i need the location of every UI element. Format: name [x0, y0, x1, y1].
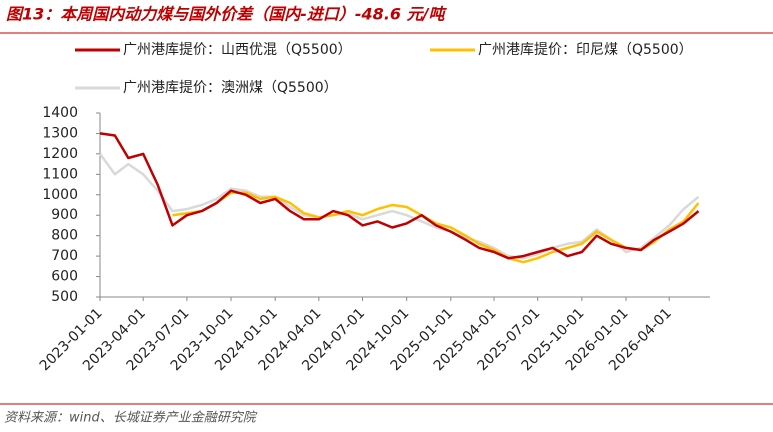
chart-title: 图13：本周国内动力煤与国外价差（国内-进口）-48.6 元/吨: [6, 5, 447, 24]
y-tick-label: 1400: [42, 105, 78, 121]
legend-label: 广州港库提价：山西优混（Q5500）: [123, 42, 352, 58]
legend-label: 广州港库提价：印尼煤（Q5500）: [478, 42, 693, 58]
y-tick-label: 1200: [42, 146, 78, 162]
y-tick-label: 1000: [42, 187, 78, 203]
y-tick-label: 1100: [42, 166, 78, 182]
legend-label: 广州港库提价：澳洲煤（Q5500）: [123, 80, 338, 96]
y-tick-label: 500: [51, 289, 78, 305]
y-tick-label: 700: [51, 248, 78, 264]
series-line: [98, 153, 700, 260]
y-tick-label: 1300: [42, 125, 78, 141]
y-tick-label: 900: [51, 207, 78, 223]
y-tick-label: 600: [51, 269, 78, 285]
y-tick-label: 800: [51, 228, 78, 244]
source: 资料来源：wind、长城证券产业金融研究院: [4, 410, 258, 426]
series-line: [99, 132, 700, 260]
series-line: [172, 191, 700, 264]
